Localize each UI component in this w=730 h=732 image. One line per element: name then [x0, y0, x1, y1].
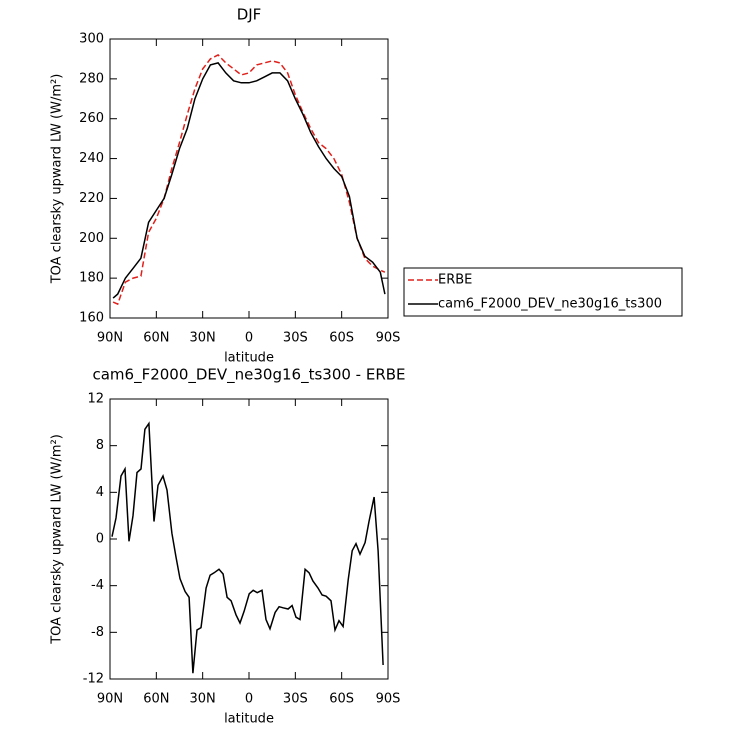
y-tick-label: -12 [83, 672, 104, 687]
plot-frame [109, 398, 389, 680]
y-axis-label: TOA clearsky upward LW (W/m²) [50, 74, 65, 285]
x-tick-label: 90S [376, 692, 401, 707]
x-tick-label: 60S [329, 331, 354, 346]
y-tick-label: 220 [79, 191, 104, 206]
x-axis-label: latitude [224, 351, 274, 366]
x-tick-label: 0 [245, 331, 253, 346]
y-tick-label: 8 [96, 438, 104, 453]
y-tick-label: 300 [79, 32, 104, 47]
line-series [112, 53, 386, 306]
y-tick-label: 12 [87, 392, 104, 407]
y-tick-label: 4 [96, 485, 104, 500]
x-tick-label: 90N [97, 331, 123, 346]
legend-box [403, 267, 683, 317]
y-tick-label: 260 [79, 111, 104, 126]
x-tick-label: 90N [97, 692, 123, 707]
x-tick-label: 0 [245, 692, 253, 707]
x-axis-label: latitude [224, 712, 274, 727]
y-tick-label: -4 [91, 578, 104, 593]
y-tick-label: 0 [96, 532, 104, 547]
y-tick-label: 280 [79, 71, 104, 86]
x-tick-label: 30S [283, 331, 308, 346]
x-tick-label: 30S [283, 692, 308, 707]
chart-title: cam6_F2000_DEV_ne30g16_ts300 - ERBE [92, 366, 405, 385]
y-tick-label: 180 [79, 271, 104, 286]
legend-label: cam6_F2000_DEV_ne30g16_ts300 [438, 297, 662, 312]
y-tick-label: 200 [79, 231, 104, 246]
plot-frame [109, 38, 389, 319]
x-tick-label: 60N [143, 331, 169, 346]
x-tick-label: 90S [376, 331, 401, 346]
y-tick-label: 240 [79, 151, 104, 166]
y-axis-label: TOA clearsky upward LW (W/m²) [50, 434, 65, 645]
x-tick-label: 60N [143, 692, 169, 707]
legend-label: ERBE [438, 273, 472, 288]
x-tick-label: 30N [190, 331, 216, 346]
y-tick-label: 160 [79, 311, 104, 326]
x-tick-label: 30N [190, 692, 216, 707]
x-tick-label: 60S [329, 692, 354, 707]
chart-title: DJF [237, 6, 262, 24]
y-tick-label: -8 [91, 625, 104, 640]
line-series [111, 421, 384, 674]
line-series [112, 62, 386, 299]
